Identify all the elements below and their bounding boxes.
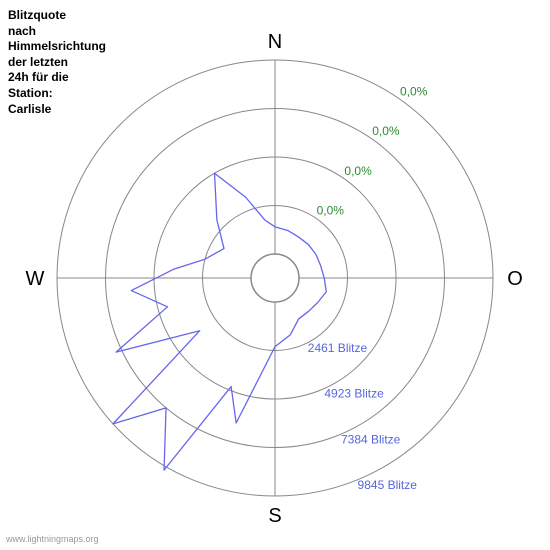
ring-label-count: 7384 Blitze	[341, 432, 401, 446]
cardinal-s: S	[268, 505, 281, 527]
ring-label-count: 4923 Blitze	[324, 387, 384, 401]
ring-label-percent: 0,0%	[400, 84, 428, 98]
ring-label-percent: 0,0%	[372, 124, 400, 138]
ring-label-count: 9845 Blitze	[358, 478, 418, 492]
ring-label-percent: 0,0%	[317, 204, 345, 218]
chart-title: Blitzquote nach Himmelsrichtung der letz…	[8, 8, 106, 117]
center-circle	[251, 254, 299, 302]
footer-attribution: www.lightningmaps.org	[6, 534, 99, 544]
ring-label-percent: 0,0%	[344, 164, 372, 178]
ring-label-count: 2461 Blitze	[308, 341, 368, 355]
cardinal-w: W	[26, 268, 45, 290]
cardinal-n: N	[268, 31, 282, 53]
data-polygon	[113, 173, 326, 470]
cardinal-e: O	[507, 268, 523, 290]
